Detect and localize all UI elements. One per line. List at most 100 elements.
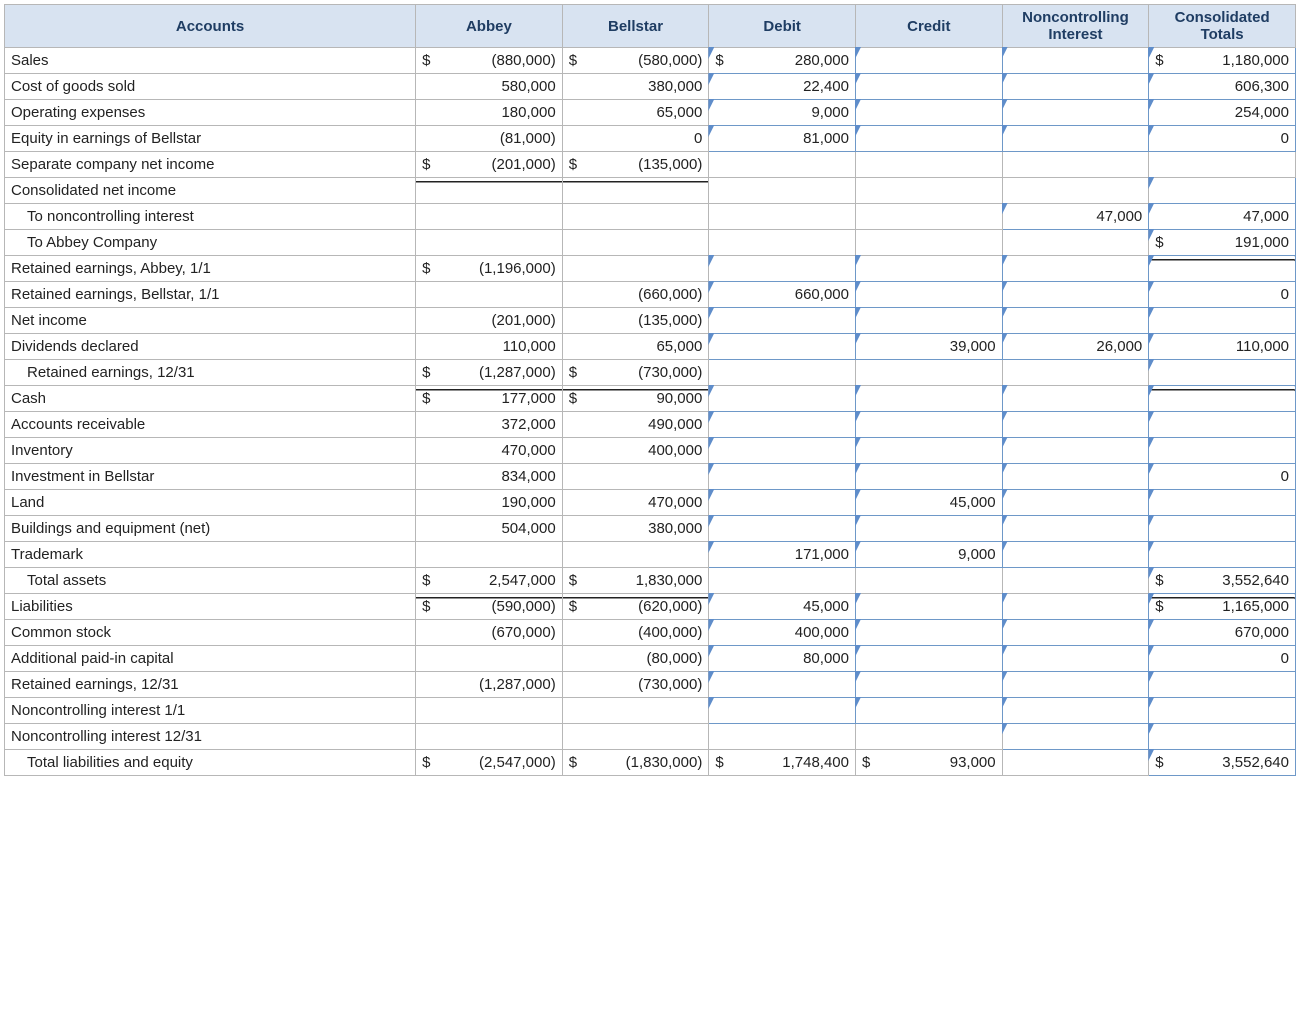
nci-cell[interactable] <box>1002 126 1149 152</box>
nci-cell[interactable] <box>1002 594 1149 620</box>
credit-cell[interactable] <box>855 698 1002 724</box>
totals-cell <box>1149 152 1296 178</box>
nci-cell[interactable] <box>1002 282 1149 308</box>
table-row: Cash$177,000$90,000 <box>5 386 1296 412</box>
abbey-cell: $(1,196,000) <box>416 256 563 282</box>
nci-cell[interactable] <box>1002 724 1149 750</box>
debit-cell[interactable] <box>709 386 856 412</box>
credit-cell[interactable]: 39,000 <box>855 334 1002 360</box>
debit-cell[interactable]: 80,000 <box>709 646 856 672</box>
credit-cell[interactable] <box>855 646 1002 672</box>
debit-cell <box>709 568 856 594</box>
bellstar-cell: $(135,000) <box>562 152 709 178</box>
debit-cell[interactable]: 22,400 <box>709 74 856 100</box>
totals-cell[interactable] <box>1149 256 1296 282</box>
credit-cell[interactable] <box>855 282 1002 308</box>
credit-cell[interactable] <box>855 308 1002 334</box>
cell-value: 39,000 <box>876 338 996 355</box>
nci-cell[interactable] <box>1002 620 1149 646</box>
totals-cell[interactable] <box>1149 490 1296 516</box>
totals-cell[interactable]: $1,180,000 <box>1149 48 1296 74</box>
debit-cell[interactable] <box>709 256 856 282</box>
credit-cell[interactable] <box>855 464 1002 490</box>
totals-cell[interactable]: $1,165,000 <box>1149 594 1296 620</box>
totals-cell[interactable]: $191,000 <box>1149 230 1296 256</box>
totals-cell[interactable] <box>1149 516 1296 542</box>
debit-cell[interactable] <box>709 698 856 724</box>
credit-cell[interactable] <box>855 386 1002 412</box>
debit-cell[interactable] <box>709 308 856 334</box>
nci-cell[interactable] <box>1002 672 1149 698</box>
nci-cell[interactable] <box>1002 542 1149 568</box>
totals-cell[interactable]: 110,000 <box>1149 334 1296 360</box>
credit-cell[interactable] <box>855 256 1002 282</box>
cell-value: (201,000) <box>436 312 556 329</box>
credit-cell[interactable]: 9,000 <box>855 542 1002 568</box>
totals-cell[interactable] <box>1149 698 1296 724</box>
credit-cell[interactable] <box>855 100 1002 126</box>
debit-cell[interactable] <box>709 334 856 360</box>
nci-cell[interactable] <box>1002 490 1149 516</box>
nci-cell <box>1002 750 1149 776</box>
credit-cell[interactable] <box>855 672 1002 698</box>
totals-cell[interactable]: 0 <box>1149 126 1296 152</box>
totals-cell[interactable] <box>1149 542 1296 568</box>
totals-cell[interactable]: $3,552,640 <box>1149 568 1296 594</box>
totals-cell[interactable]: $3,552,640 <box>1149 750 1296 776</box>
nci-cell[interactable] <box>1002 464 1149 490</box>
debit-cell[interactable] <box>709 490 856 516</box>
nci-cell[interactable] <box>1002 100 1149 126</box>
totals-cell[interactable]: 0 <box>1149 646 1296 672</box>
nci-cell[interactable] <box>1002 48 1149 74</box>
debit-cell[interactable]: 660,000 <box>709 282 856 308</box>
nci-cell[interactable] <box>1002 74 1149 100</box>
totals-cell[interactable]: 670,000 <box>1149 620 1296 646</box>
nci-cell[interactable] <box>1002 308 1149 334</box>
credit-cell[interactable] <box>855 412 1002 438</box>
debit-cell[interactable]: 400,000 <box>709 620 856 646</box>
totals-cell[interactable] <box>1149 178 1296 204</box>
nci-cell[interactable] <box>1002 516 1149 542</box>
nci-cell[interactable]: 47,000 <box>1002 204 1149 230</box>
debit-cell[interactable]: $280,000 <box>709 48 856 74</box>
totals-cell[interactable] <box>1149 360 1296 386</box>
debit-cell[interactable] <box>709 516 856 542</box>
debit-cell[interactable]: 45,000 <box>709 594 856 620</box>
debit-cell[interactable]: 9,000 <box>709 100 856 126</box>
debit-cell[interactable]: 81,000 <box>709 126 856 152</box>
totals-cell[interactable]: 0 <box>1149 282 1296 308</box>
totals-cell[interactable] <box>1149 308 1296 334</box>
debit-cell[interactable] <box>709 464 856 490</box>
totals-cell[interactable] <box>1149 438 1296 464</box>
debit-cell[interactable] <box>709 672 856 698</box>
credit-cell[interactable]: 45,000 <box>855 490 1002 516</box>
account-label: Equity in earnings of Bellstar <box>5 126 416 152</box>
cell-value: 0 <box>583 130 703 147</box>
cell-value: 400,000 <box>729 624 849 641</box>
credit-cell[interactable] <box>855 126 1002 152</box>
credit-cell[interactable] <box>855 594 1002 620</box>
nci-cell[interactable] <box>1002 412 1149 438</box>
nci-cell[interactable] <box>1002 386 1149 412</box>
totals-cell[interactable] <box>1149 724 1296 750</box>
nci-cell[interactable] <box>1002 646 1149 672</box>
totals-cell[interactable]: 0 <box>1149 464 1296 490</box>
nci-cell[interactable] <box>1002 256 1149 282</box>
totals-cell[interactable] <box>1149 672 1296 698</box>
debit-cell[interactable]: 171,000 <box>709 542 856 568</box>
credit-cell[interactable] <box>855 516 1002 542</box>
credit-cell[interactable] <box>855 620 1002 646</box>
credit-cell[interactable] <box>855 48 1002 74</box>
credit-cell[interactable] <box>855 438 1002 464</box>
nci-cell[interactable]: 26,000 <box>1002 334 1149 360</box>
totals-cell[interactable] <box>1149 412 1296 438</box>
nci-cell[interactable] <box>1002 698 1149 724</box>
debit-cell[interactable] <box>709 412 856 438</box>
totals-cell[interactable]: 47,000 <box>1149 204 1296 230</box>
credit-cell[interactable] <box>855 74 1002 100</box>
debit-cell[interactable] <box>709 438 856 464</box>
totals-cell[interactable]: 606,300 <box>1149 74 1296 100</box>
nci-cell[interactable] <box>1002 438 1149 464</box>
totals-cell[interactable] <box>1149 386 1296 412</box>
totals-cell[interactable]: 254,000 <box>1149 100 1296 126</box>
